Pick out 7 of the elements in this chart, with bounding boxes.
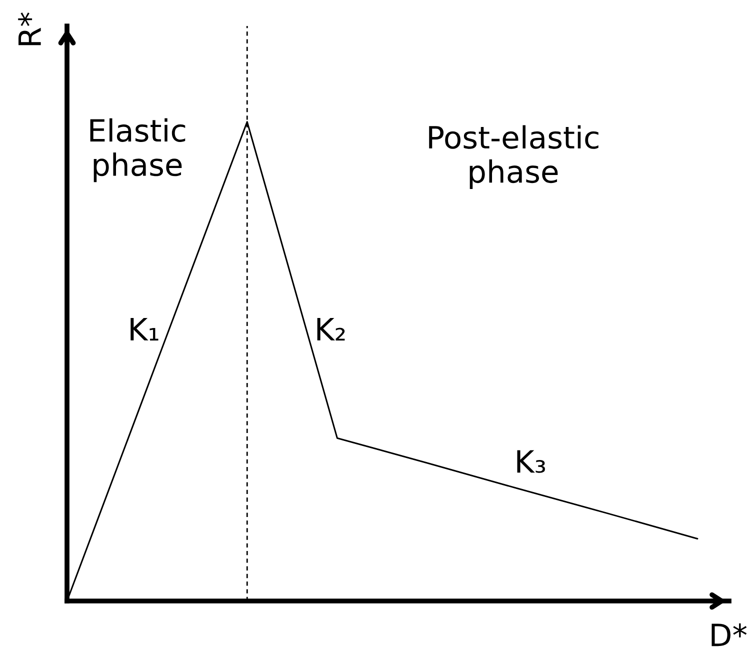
- annotation: K₂: [317, 318, 345, 340]
- y-axis-title: R*: [18, 12, 41, 46]
- annotation: Elastic phase: [90, 118, 186, 182]
- annotation: K₁: [130, 318, 158, 340]
- annotation: K₃: [517, 450, 545, 473]
- annotation: Post-elastic phase: [429, 125, 598, 189]
- x-axis-title: D*: [712, 623, 747, 646]
